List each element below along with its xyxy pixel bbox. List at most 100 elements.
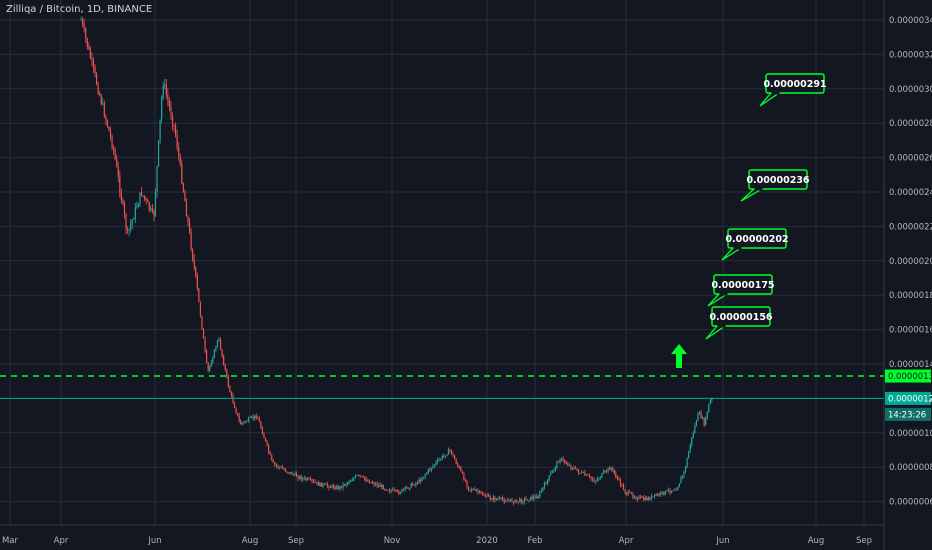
candle-body [503,499,505,502]
candle-body [387,490,389,492]
candle-body [574,468,577,470]
target-label: 0.00000291 [763,79,826,90]
candle-body [421,478,423,482]
candle-body [179,156,181,164]
candle-body [477,490,479,493]
price-axis[interactable]: 0.00000060 0.00000080 0.00000100 0.00000120… [883,0,932,550]
candle-body [181,163,183,184]
target-label: 0.00000175 [711,280,774,291]
candle-body [356,475,358,476]
candle-body [454,455,456,460]
candle-body [697,412,699,422]
candle-body [289,472,291,474]
candle-body [379,485,381,487]
candle-body [469,489,471,491]
x-tick-label: Mar [2,536,19,546]
candle-body [131,219,133,225]
candle-body [244,421,246,423]
x-tick-label: 2020 [476,536,498,546]
candle-body [123,203,126,215]
candle-body [86,38,88,47]
candle-body [684,467,687,472]
candle-body [559,460,561,463]
candle-body [275,464,277,466]
candle-body [128,229,130,230]
target-callout[interactable]: 0.00000236 [740,169,810,202]
candle-body [392,489,394,491]
candle-body [286,471,288,473]
y-tick-label: 0.00000300 [889,85,932,95]
last-price-tag: 0.00000120 [885,391,932,405]
candle-body [443,455,445,457]
target-callout[interactable]: 0.00000175 [707,274,775,307]
candle-body [689,444,691,452]
candle-body [219,339,222,350]
candle-body [508,500,510,502]
candle-body [534,496,536,497]
candle-body [455,459,457,464]
candle-body [109,130,112,137]
time-axis[interactable]: Mar Apr Jun Aug Sep Nov 2020 Feb Apr Jun Aug Sep [0,524,884,546]
candle-body [288,472,290,474]
candle-body [374,483,377,485]
candle-body [134,207,136,219]
candle-body [663,491,665,495]
candle-body [345,483,347,486]
candle-body [114,149,116,159]
candle-body [703,418,705,425]
candle-body [396,490,398,492]
candle-body [488,494,490,497]
candle-body [452,454,454,456]
y-tick-label: 0.00000080 [889,463,932,473]
candle-body [398,491,400,494]
candle-body [461,471,463,474]
target-label: 0.00000156 [709,312,772,323]
candle-body [567,463,569,466]
target-callouts: 0.00000156 0.00000175 0.00000202 0.00000236… [705,73,827,340]
candle-body [116,158,118,167]
candle-body [108,126,110,131]
candle-body [399,492,401,494]
candle-body [322,484,324,487]
candle-body [258,418,260,422]
candle-body [438,459,440,461]
candle-body [331,485,333,488]
candle-body [481,492,484,496]
candle-body [416,482,419,484]
target-callout[interactable]: 0.00000156 [705,306,773,340]
candle-body [323,483,326,485]
candle-body [604,470,606,472]
candle-body [450,449,453,455]
candle-body [629,491,631,493]
y-tick-label: 0.00000060 [889,498,932,508]
symbol-title: Zilliqa / Bitcoin, 1D, BINANCE [6,4,153,15]
candle-body [328,486,330,488]
candle-body [263,434,265,438]
candle-body [204,338,206,351]
candle-body [297,476,299,479]
candle-body [371,482,374,484]
candle-body [435,462,437,465]
target-callout[interactable]: 0.00000291 [759,73,827,107]
candle-body [80,19,82,21]
candle-body [103,103,105,117]
candle-body [154,192,157,216]
grid-lines [0,0,884,525]
candle-body [430,468,432,470]
candle-body [144,195,146,199]
y-tick-label: 0.00000140 [889,360,932,370]
candle-body [664,490,667,495]
candle-body [502,497,504,500]
candle-body [215,347,217,350]
candle-body [111,136,113,148]
candle-body [170,106,172,117]
candle-body [573,468,575,470]
target-callout[interactable]: 0.00000202 [721,228,789,261]
candle-body [320,482,322,487]
candle-body [229,386,231,393]
candle-body [350,480,352,483]
candle-body [95,73,98,85]
candle-body [385,489,388,491]
candle-body [378,485,380,486]
